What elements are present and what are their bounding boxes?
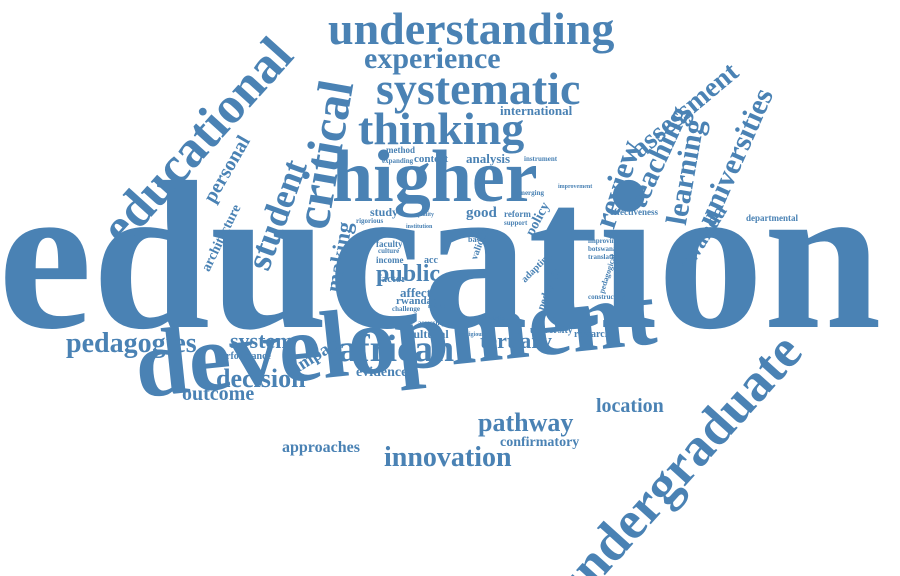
word: based <box>468 235 488 244</box>
word: prestigious <box>456 332 484 338</box>
word: improving <box>588 237 619 245</box>
word: effectiveness <box>610 207 658 217</box>
word: research <box>574 329 611 340</box>
word: emerging <box>516 189 544 197</box>
word: culture <box>378 247 400 255</box>
word: translation <box>588 253 621 261</box>
word: instrument <box>524 155 558 163</box>
word: pedagogies <box>66 328 197 359</box>
word: rwandan <box>396 295 439 307</box>
word: income <box>376 255 404 265</box>
word: systematic <box>376 63 581 114</box>
word: faculty <box>376 239 403 249</box>
word: constructing <box>588 293 626 301</box>
word: assessing <box>418 319 445 327</box>
word: higher <box>332 136 538 218</box>
word: method <box>386 145 415 155</box>
word: departmental <box>746 213 798 223</box>
word: experience <box>364 42 501 75</box>
word: reform <box>504 209 531 219</box>
word: outcome <box>182 383 255 405</box>
word: university <box>530 325 573 336</box>
word: middle <box>428 304 446 310</box>
word: decision <box>216 364 306 393</box>
word: study <box>370 205 399 219</box>
word: botswana <box>588 245 617 253</box>
word: international <box>500 103 573 118</box>
word: factor <box>378 273 407 285</box>
word: quality <box>416 212 435 218</box>
word: system <box>230 328 294 353</box>
word: evidence <box>356 365 408 380</box>
word: cultural <box>408 327 449 341</box>
word: innovation <box>384 442 512 473</box>
word: good <box>466 205 497 221</box>
word: context <box>414 153 449 165</box>
word: institution <box>406 224 433 230</box>
word: adaptation <box>480 316 508 322</box>
word: support <box>504 219 528 227</box>
word: tertiary <box>480 328 553 353</box>
word: understanding <box>328 3 615 54</box>
word: education <box>0 138 882 373</box>
word: confirmatory <box>500 435 580 450</box>
word: improvement <box>558 184 593 190</box>
word: approaches <box>282 439 360 456</box>
word: location <box>596 395 664 417</box>
word: expanding <box>382 157 414 165</box>
word: affect <box>400 285 432 300</box>
word: thinking <box>358 103 525 154</box>
word: challenge <box>392 305 420 313</box>
word: performance <box>216 351 271 362</box>
word: analysis <box>466 151 511 166</box>
word: public <box>376 261 441 287</box>
word: rigorious <box>356 217 384 225</box>
word: african <box>338 328 455 370</box>
word: acc <box>424 255 438 266</box>
word: pathway <box>478 408 574 437</box>
